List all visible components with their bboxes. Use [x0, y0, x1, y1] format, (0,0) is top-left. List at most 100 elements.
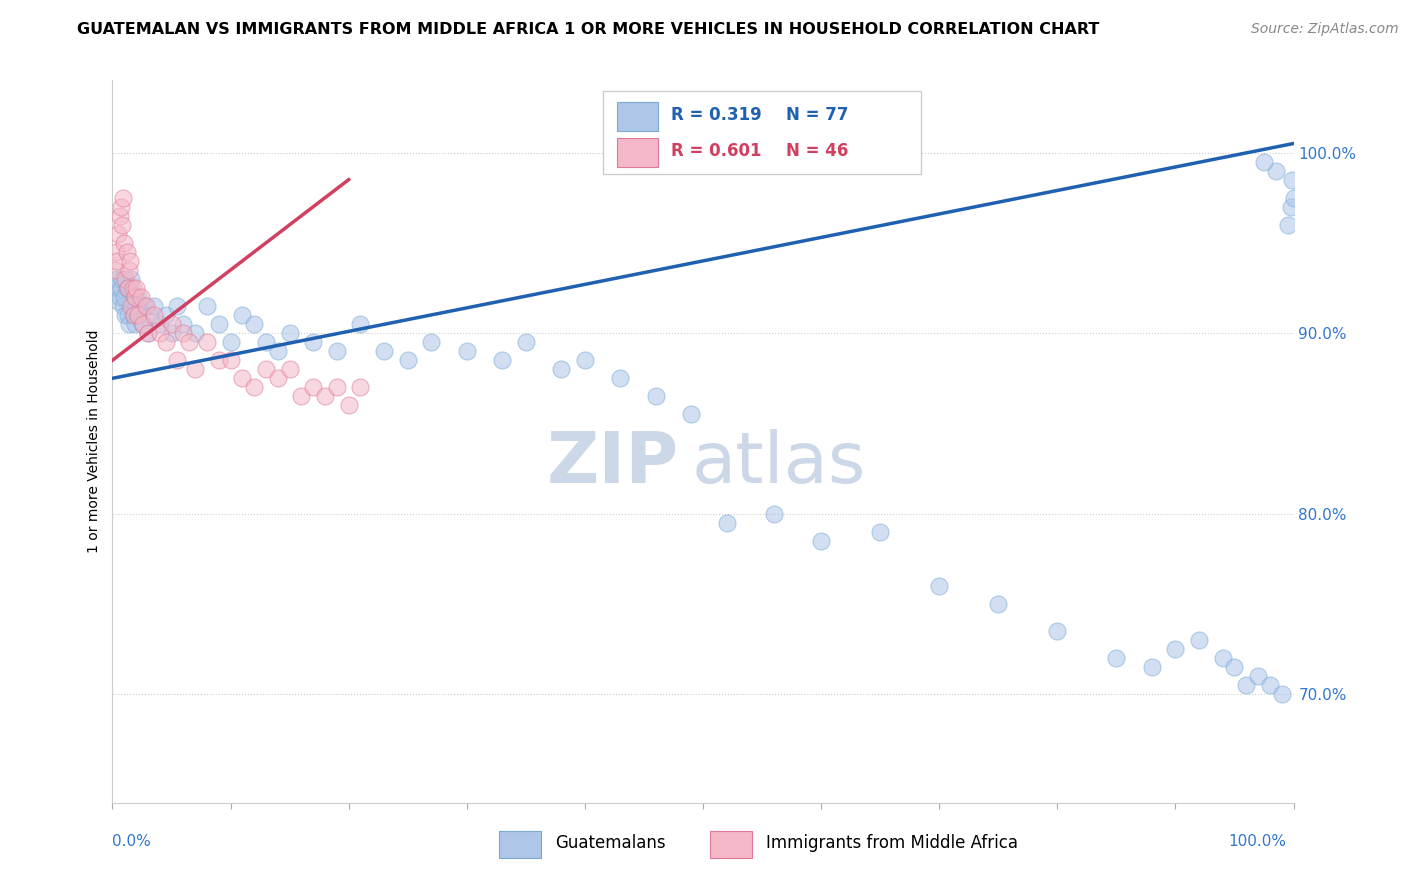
- Point: [115, 244, 138, 259]
- Point: [987, 597, 1010, 611]
- Point: [105, 244, 128, 259]
- Point: [219, 335, 242, 350]
- Text: R = 0.601: R = 0.601: [671, 142, 762, 160]
- Point: [254, 362, 277, 376]
- Point: [219, 353, 242, 368]
- Point: [160, 326, 183, 340]
- Text: N = 46: N = 46: [786, 142, 848, 160]
- Point: [172, 326, 194, 340]
- Y-axis label: 1 or more Vehicles in Household: 1 or more Vehicles in Household: [87, 330, 101, 553]
- Point: [142, 308, 165, 322]
- Point: [1140, 660, 1163, 674]
- Point: [120, 299, 142, 313]
- Point: [120, 281, 142, 295]
- Point: [114, 272, 136, 286]
- Point: [810, 533, 832, 548]
- Point: [491, 353, 513, 368]
- Point: [121, 308, 143, 322]
- Point: [125, 281, 148, 295]
- Point: [1234, 678, 1257, 692]
- FancyBboxPatch shape: [617, 102, 658, 131]
- Text: ZIP: ZIP: [547, 429, 679, 498]
- Point: [112, 235, 135, 250]
- Point: [127, 290, 149, 304]
- Point: [127, 308, 149, 322]
- Point: [302, 335, 325, 350]
- Point: [1264, 163, 1286, 178]
- Point: [456, 344, 478, 359]
- Point: [107, 293, 129, 308]
- Point: [124, 290, 146, 304]
- Point: [129, 290, 152, 304]
- Point: [314, 389, 336, 403]
- Point: [267, 371, 290, 385]
- Text: 0.0%: 0.0%: [112, 834, 152, 849]
- Point: [1212, 651, 1234, 665]
- Point: [515, 335, 537, 350]
- Point: [326, 344, 349, 359]
- Point: [155, 308, 177, 322]
- Point: [396, 353, 419, 368]
- Point: [136, 326, 159, 340]
- Point: [120, 253, 142, 268]
- Point: [104, 263, 127, 277]
- Point: [155, 335, 177, 350]
- Point: [110, 200, 132, 214]
- Point: [267, 344, 290, 359]
- Point: [609, 371, 631, 385]
- Point: [278, 326, 301, 340]
- Point: [149, 326, 172, 340]
- Point: [1282, 191, 1305, 205]
- Point: [114, 308, 136, 322]
- Point: [278, 362, 301, 376]
- Point: [136, 326, 159, 340]
- Point: [179, 335, 201, 350]
- Point: [108, 209, 131, 223]
- Point: [105, 272, 128, 286]
- Point: [231, 371, 253, 385]
- Point: [349, 380, 371, 394]
- Point: [117, 308, 139, 322]
- Point: [1271, 687, 1294, 701]
- Point: [195, 299, 218, 313]
- FancyBboxPatch shape: [603, 91, 921, 174]
- Point: [208, 353, 231, 368]
- Text: Immigrants from Middle Africa: Immigrants from Middle Africa: [766, 834, 1018, 852]
- Point: [1258, 678, 1281, 692]
- FancyBboxPatch shape: [617, 138, 658, 167]
- Point: [231, 308, 253, 322]
- Point: [107, 227, 129, 241]
- Point: [135, 299, 157, 313]
- Point: [121, 281, 143, 295]
- Point: [681, 408, 703, 422]
- Text: 100.0%: 100.0%: [1229, 834, 1286, 849]
- Point: [128, 299, 150, 313]
- Point: [122, 290, 145, 304]
- Point: [111, 218, 134, 232]
- Point: [117, 281, 139, 295]
- Point: [762, 507, 785, 521]
- Point: [166, 353, 188, 368]
- Point: [716, 516, 738, 530]
- Point: [134, 299, 156, 313]
- Point: [1281, 172, 1303, 186]
- Text: R = 0.319: R = 0.319: [671, 106, 762, 124]
- Point: [118, 317, 141, 331]
- Point: [142, 299, 165, 313]
- Point: [172, 317, 194, 331]
- Point: [644, 389, 666, 403]
- Text: atlas: atlas: [692, 429, 866, 498]
- Point: [105, 253, 128, 268]
- Point: [131, 317, 153, 331]
- Point: [115, 281, 138, 295]
- Point: [184, 326, 207, 340]
- Point: [928, 579, 950, 593]
- Point: [120, 272, 142, 286]
- Point: [111, 272, 134, 286]
- Point: [108, 290, 131, 304]
- Text: GUATEMALAN VS IMMIGRANTS FROM MIDDLE AFRICA 1 OR MORE VEHICLES IN HOUSEHOLD CORR: GUATEMALAN VS IMMIGRANTS FROM MIDDLE AFR…: [77, 22, 1099, 37]
- Point: [1277, 218, 1299, 232]
- Point: [195, 335, 218, 350]
- Text: Guatemalans: Guatemalans: [555, 834, 666, 852]
- Point: [243, 380, 266, 394]
